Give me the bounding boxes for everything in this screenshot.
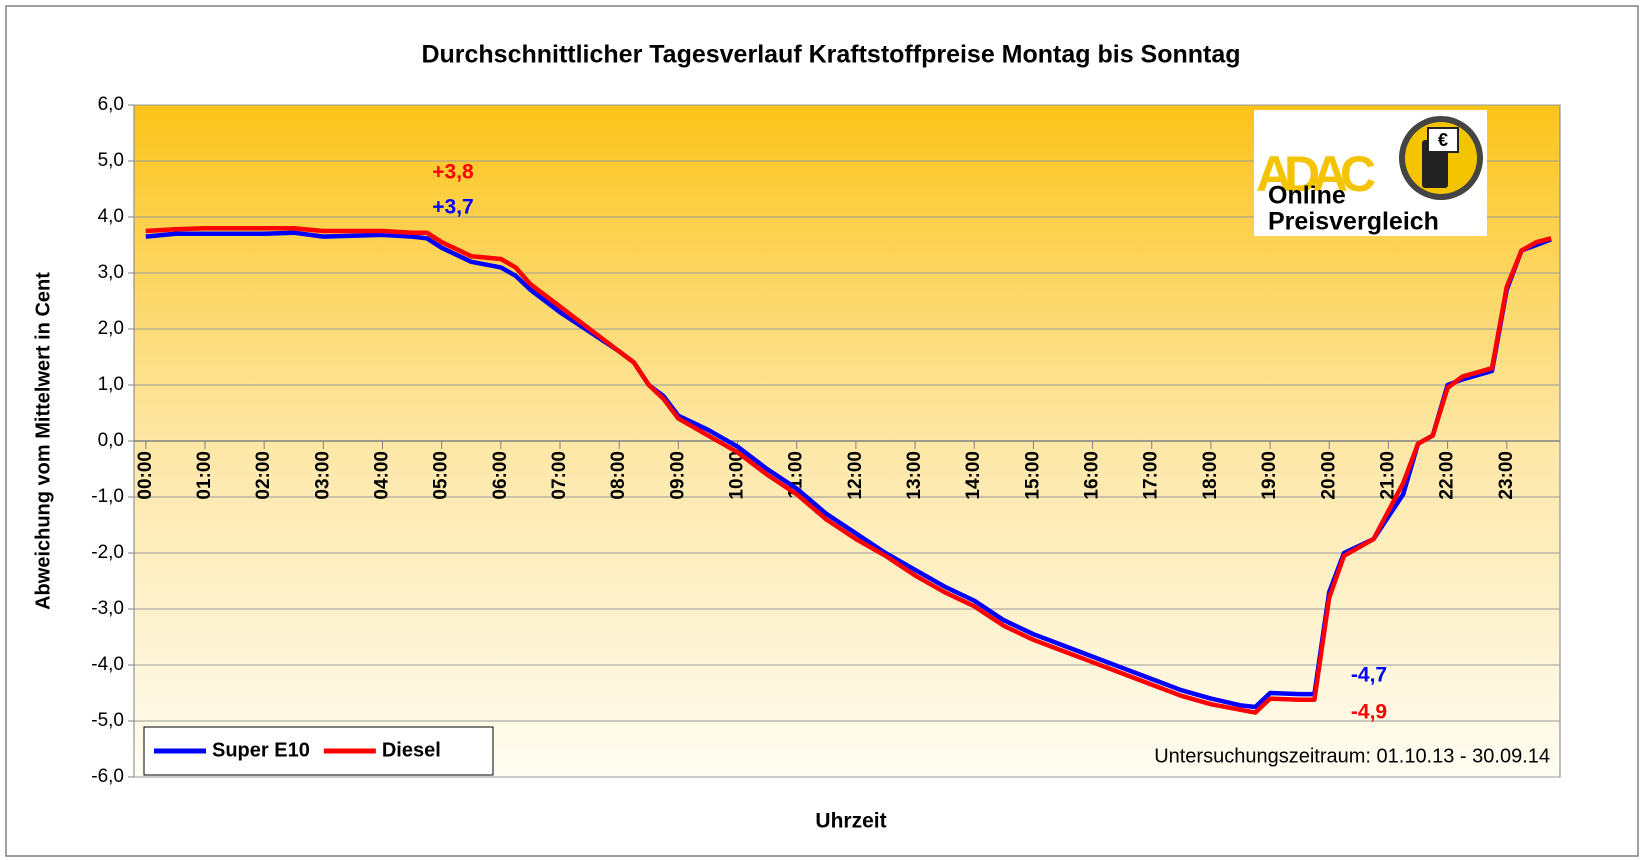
y-tick-label: -4,0 bbox=[91, 654, 124, 675]
annotation: -4,7 bbox=[1351, 664, 1387, 687]
x-tick-label: 03:00 bbox=[312, 451, 333, 500]
legend-label: Super E10 bbox=[212, 739, 310, 761]
y-axis-label: Abweichung vom Mittelwert in Cent bbox=[32, 272, 54, 610]
x-tick-label: 01:00 bbox=[194, 451, 215, 500]
x-tick-label: 22:00 bbox=[1437, 451, 1458, 500]
x-tick-label: 06:00 bbox=[490, 451, 511, 500]
x-axis-label: Uhrzeit bbox=[815, 810, 886, 833]
data-line bbox=[145, 230, 1552, 710]
logo-display bbox=[1427, 127, 1459, 153]
x-tick-label: 13:00 bbox=[904, 451, 925, 500]
y-tick-label: 5,0 bbox=[98, 150, 124, 171]
x-tick-label: 00:00 bbox=[135, 451, 156, 500]
legend-label: Diesel bbox=[382, 739, 441, 761]
logo-brand: ADAC bbox=[1256, 146, 1376, 202]
y-tick-label: 1,0 bbox=[98, 374, 124, 395]
y-tick-label: -6,0 bbox=[91, 766, 124, 787]
x-tick-label: 07:00 bbox=[549, 451, 570, 500]
x-tick-label: 23:00 bbox=[1496, 451, 1517, 500]
x-tick-label: 16:00 bbox=[1082, 451, 1103, 500]
annotation: -4,9 bbox=[1351, 701, 1387, 724]
y-tick-label: 0,0 bbox=[98, 430, 124, 451]
x-tick-label: 05:00 bbox=[431, 451, 452, 500]
x-tick-label: 08:00 bbox=[608, 451, 629, 500]
y-tick-label: 4,0 bbox=[98, 206, 124, 227]
y-tick-label: -3,0 bbox=[91, 598, 124, 619]
x-tick-label: 04:00 bbox=[372, 451, 393, 500]
data-line bbox=[145, 225, 1552, 715]
logo-symbol: € bbox=[1438, 130, 1448, 150]
y-tick-label: -5,0 bbox=[91, 710, 124, 731]
x-tick-label: 18:00 bbox=[1200, 451, 1221, 500]
logo-line1: Online bbox=[1268, 182, 1346, 210]
y-tick-label: -1,0 bbox=[91, 486, 124, 507]
y-tick-label: 2,0 bbox=[98, 318, 124, 339]
x-tick-label: 20:00 bbox=[1318, 451, 1339, 500]
x-tick-label: 21:00 bbox=[1377, 451, 1398, 500]
annotation: +3,8 bbox=[432, 161, 474, 184]
annotation: +3,7 bbox=[432, 196, 473, 219]
y-tick-label: 6,0 bbox=[98, 94, 124, 115]
x-tick-label: 02:00 bbox=[253, 451, 274, 500]
x-tick-label: 09:00 bbox=[667, 451, 688, 500]
x-tick-label: 10:00 bbox=[727, 451, 748, 500]
x-tick-label: 12:00 bbox=[845, 451, 866, 500]
x-tick-label: 15:00 bbox=[1022, 451, 1043, 500]
logo-line2: Preisvergleich bbox=[1268, 208, 1439, 236]
x-tick-label: 19:00 bbox=[1259, 451, 1280, 500]
logo: ADAC € Online Preisvergleich bbox=[1254, 110, 1487, 236]
x-tick-label: 14:00 bbox=[963, 451, 984, 500]
y-tick-label: -2,0 bbox=[91, 542, 124, 563]
y-tick-label: 3,0 bbox=[98, 262, 124, 283]
chart-title: Durchschnittlicher Tagesverlauf Kraftsto… bbox=[421, 41, 1240, 69]
legend: Super E10 Diesel bbox=[143, 726, 494, 776]
period-note: Untersuchungszeitraum: 01.10.13 - 30.09.… bbox=[1154, 745, 1550, 767]
x-tick-label: 17:00 bbox=[1141, 451, 1162, 500]
